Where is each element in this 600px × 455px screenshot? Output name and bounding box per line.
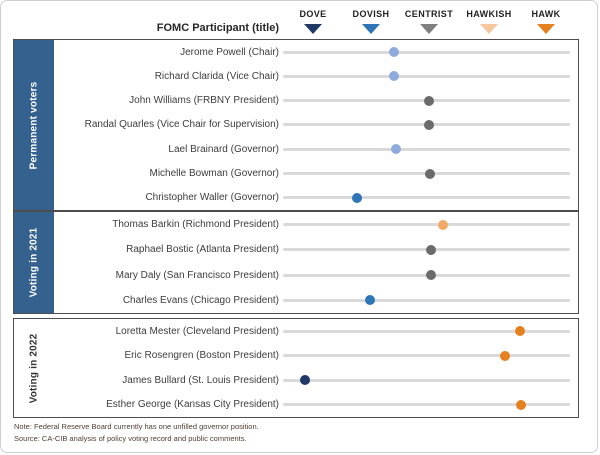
participant-name: Loretta Mester (Cleveland President) [115,325,279,337]
section-voting-2021: Voting in 2021 Thomas Barkin (Richmond P… [13,211,579,314]
stance-dot [500,350,510,361]
stance-track-line [283,168,570,179]
stance-track-line [283,219,570,230]
participant-name: John Williams (FRBNY President) [129,95,279,107]
participant-row: John Williams (FRBNY President) [54,89,578,113]
participant-name: Lael Brainard (Governor) [168,143,279,155]
rows-permanent-voters: Jerome Powell (Chair) Richard Clarida (Vi… [54,40,578,210]
stance-dot [426,244,436,255]
participant-name: Raphael Bostic (Atlanta President) [126,244,279,256]
stance-dot [426,270,436,281]
stance-track-line [283,350,570,361]
stance-track-line [283,95,570,106]
scale-label-centrist: CENTRIST [404,9,454,19]
participant-row: Loretta Mester (Cleveland President) [54,319,578,344]
hawkish-triangle-icon [480,24,498,34]
stance-dot [352,192,362,203]
scale-marker-hawkish: HAWKISH [449,9,529,34]
stance-track-line [283,192,570,203]
participant-row: James Bullard (St. Louis President) [54,368,578,393]
section-voting-2022: Voting in 2022 Loretta Mester (Cleveland… [13,318,579,418]
stance-track-line [283,375,570,386]
participant-name: Christopher Waller (Governor) [145,192,279,204]
stance-dot [516,399,526,410]
participant-row: Raphael Bostic (Atlanta President) [54,237,578,262]
participant-name: Eric Rosengren (Boston President) [124,350,279,362]
stance-dot [515,326,525,337]
stance-dot [389,71,399,82]
stance-dot [438,219,448,230]
section-label: Voting in 2021 [28,227,40,298]
stance-track-line [283,326,570,337]
stance-dot [424,95,434,106]
stance-track-line [283,47,570,58]
scale-marker-dovish: DOVISH [331,9,411,34]
participant-name: Esther George (Kansas City President) [106,399,279,411]
scale-marker-dove: DOVE [273,9,353,34]
participant-name: James Bullard (St. Louis President) [122,374,279,386]
participant-row: Charles Evans (Chicago President) [54,288,578,313]
centrist-triangle-icon [420,24,438,34]
stance-dot [365,295,375,306]
participant-row: Randal Quarles (Vice Chair for Supervisi… [54,113,578,137]
section-permanent-voters: Permanent voters Jerome Powell (Chair) Ri… [13,39,579,211]
participant-row: Michelle Bowman (Governor) [54,161,578,185]
dove-triangle-icon [304,24,322,34]
source-line: Source: CA-CIB analysis of policy voting… [14,434,247,443]
section-band-voting-2021: Voting in 2021 [14,212,54,313]
scale-label-hawkish: HAWKISH [466,9,512,19]
section-band-permanent-voters: Permanent voters [14,40,54,210]
footnotes: Note: Federal Reserve Board currently ha… [14,421,259,445]
stance-track-line [283,270,570,281]
scale-marker-centrist: CENTRIST [389,9,469,34]
participant-name: Michelle Bowman (Governor) [149,168,280,180]
stance-track-line [283,399,570,410]
rows-voting-2022: Loretta Mester (Cleveland President) Eric… [54,319,578,417]
stance-track-line [283,119,570,130]
participant-name: Thomas Barkin (Richmond President) [112,219,279,231]
stance-track-line [283,244,570,255]
stance-track-line [283,71,570,82]
note-line: Note: Federal Reserve Board currently ha… [14,422,259,431]
participant-name: Jerome Powell (Chair) [180,46,279,58]
stance-dot [425,168,435,179]
hawk-triangle-icon [537,24,555,34]
stance-dot [389,47,399,58]
stance-track-line [283,144,570,155]
participant-name: Richard Clarida (Vice Chair) [154,70,279,82]
scale-label-hawk: HAWK [531,9,561,19]
participant-name: Charles Evans (Chicago President) [122,294,279,306]
participant-column-title: FOMC Participant (title) [156,22,279,34]
participant-name: Randal Quarles (Vice Chair for Supervisi… [84,119,279,131]
rows-voting-2021: Thomas Barkin (Richmond President) Raphae… [54,212,578,313]
section-label: Voting in 2022 [28,333,40,403]
scale-label-dovish: DOVISH [352,9,390,19]
stance-dot [424,119,434,130]
section-label: Permanent voters [28,81,40,169]
participant-name: Mary Daly (San Francisco President) [115,269,279,281]
participant-row: Thomas Barkin (Richmond President) [54,212,578,237]
participant-row: Christopher Waller (Governor) [54,186,578,210]
participant-row: Lael Brainard (Governor) [54,137,578,161]
stance-track-line [283,295,570,306]
section-band-voting-2022: Voting in 2022 [14,319,54,417]
dovish-triangle-icon [362,24,380,34]
stance-dot [391,144,401,155]
scale-label-dove: DOVE [299,9,327,19]
participant-row: Eric Rosengren (Boston President) [54,344,578,369]
participant-row: Jerome Powell (Chair) [54,40,578,64]
stance-dot [300,375,310,386]
participant-row: Mary Daly (San Francisco President) [54,263,578,288]
scale-marker-hawk: HAWK [506,9,586,34]
participant-row: Richard Clarida (Vice Chair) [54,64,578,88]
participant-row: Esther George (Kansas City President) [54,393,578,418]
